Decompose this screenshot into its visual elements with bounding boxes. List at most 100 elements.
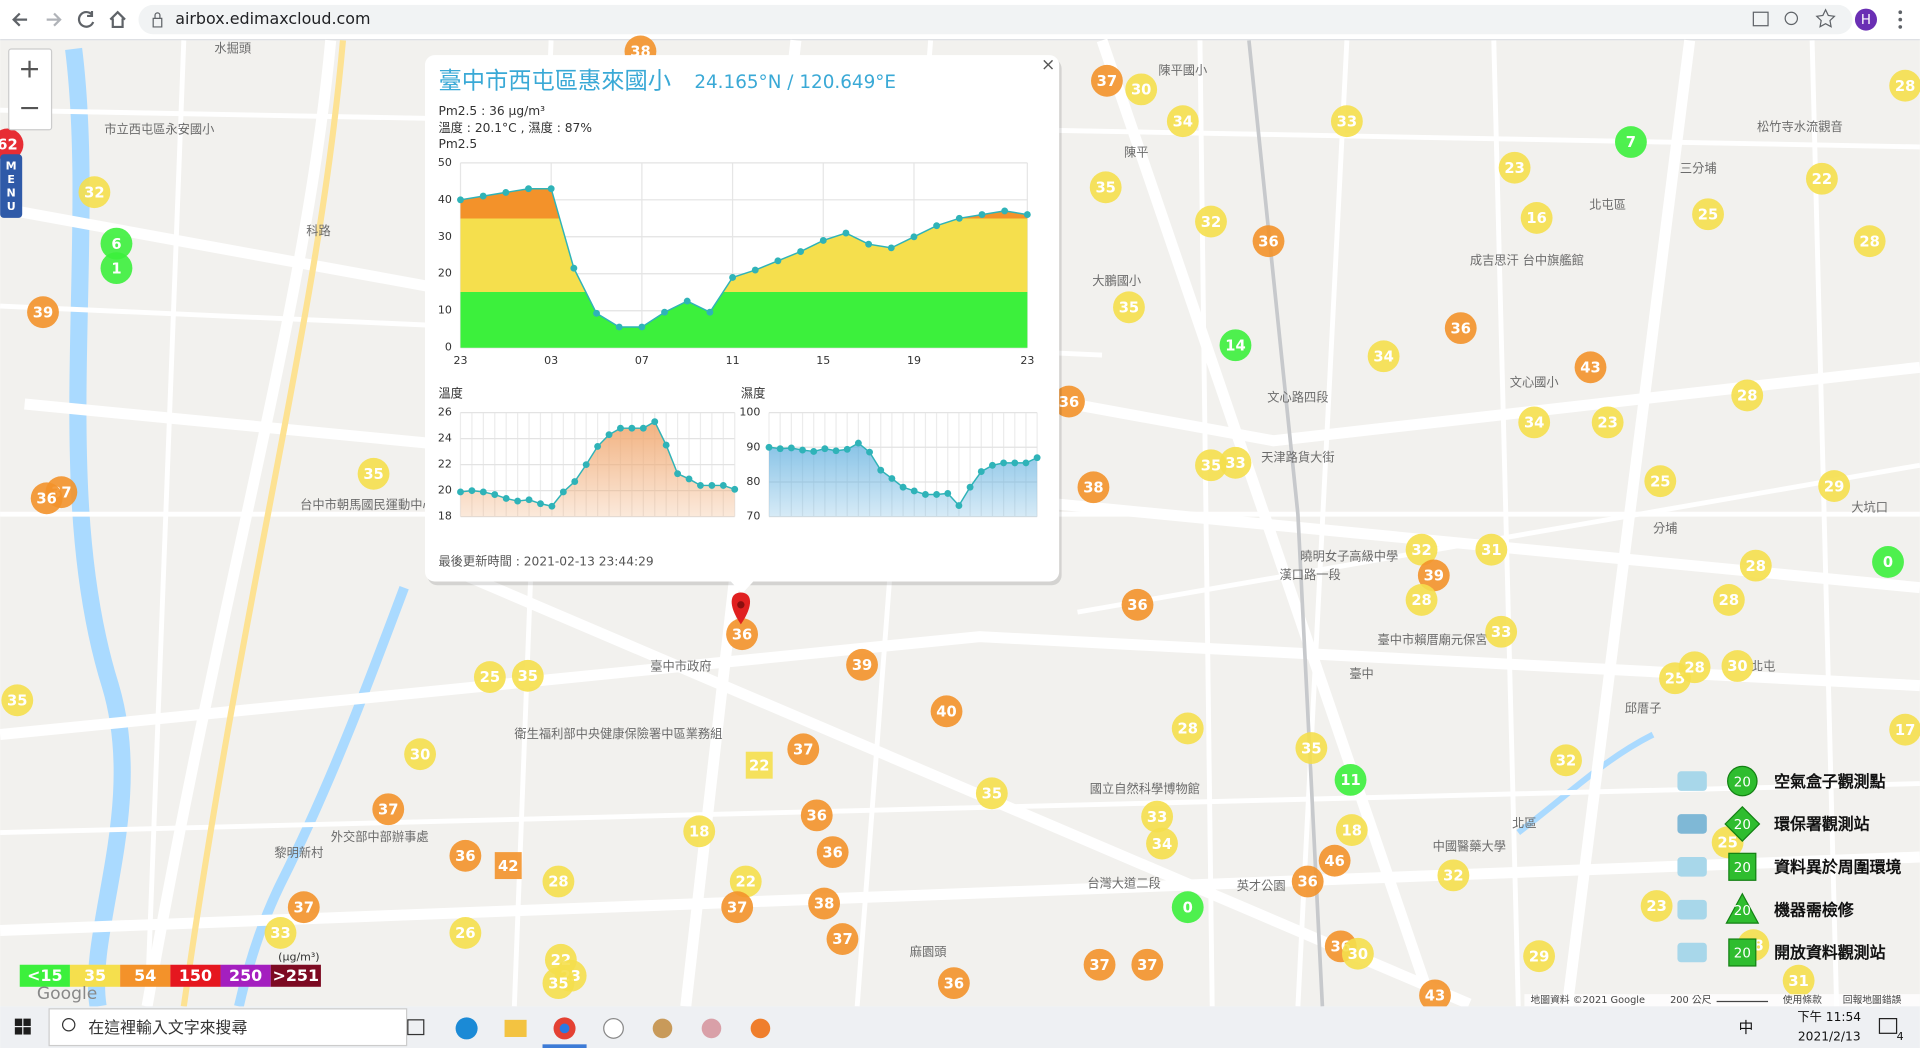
forward-button[interactable]: [46, 12, 62, 27]
airbox-marker[interactable]: [816, 836, 849, 869]
airbox-marker[interactable]: [1091, 64, 1123, 97]
airbox-marker[interactable]: [1252, 225, 1285, 258]
profile-avatar[interactable]: [1854, 8, 1877, 31]
airbox-marker[interactable]: [1171, 712, 1204, 745]
airbox-marker[interactable]: [287, 891, 320, 924]
airbox-marker[interactable]: [721, 891, 754, 924]
airbox-marker[interactable]: [0, 128, 24, 161]
airbox-marker[interactable]: [473, 661, 506, 693]
airbox-marker[interactable]: [1053, 385, 1085, 418]
airbox-marker[interactable]: [1818, 470, 1851, 502]
airbox-marker[interactable]: [1113, 291, 1145, 324]
airbox-marker[interactable]: [542, 967, 575, 1000]
menu-dot[interactable]: [1898, 17, 1903, 22]
airbox-marker[interactable]: [800, 799, 833, 832]
station-marker[interactable]: [745, 751, 773, 779]
airbox-marker[interactable]: [100, 227, 133, 260]
airbox-marker[interactable]: [683, 815, 716, 848]
menu-letter[interactable]: U: [7, 200, 16, 213]
start-button[interactable]: [14, 1018, 31, 1035]
airbox-marker[interactable]: [1721, 650, 1754, 682]
airbox-marker[interactable]: [1853, 225, 1886, 258]
airbox-marker[interactable]: [1640, 890, 1673, 922]
airbox-marker[interactable]: [1444, 312, 1477, 345]
airbox-marker[interactable]: [846, 648, 878, 681]
menu-tab[interactable]: [0, 154, 23, 218]
airbox-marker[interactable]: [1367, 340, 1400, 373]
address-bar[interactable]: [138, 4, 1853, 35]
translate-icon[interactable]: [1752, 11, 1769, 27]
menu-dot[interactable]: [1898, 25, 1903, 29]
airbox-marker[interactable]: [1550, 744, 1582, 777]
edge-icon[interactable]: [455, 1017, 478, 1040]
airbox-marker[interactable]: [1089, 171, 1122, 204]
airbox-marker[interactable]: [1518, 406, 1551, 439]
airbox-marker[interactable]: [1131, 948, 1164, 981]
app-icon[interactable]: [603, 1018, 624, 1039]
airbox-marker[interactable]: [78, 176, 111, 209]
airbox-marker[interactable]: [1341, 937, 1374, 970]
reload-button[interactable]: [77, 10, 95, 28]
airbox-marker[interactable]: [1146, 827, 1178, 860]
airbox-marker[interactable]: [1591, 406, 1624, 439]
zoom-out[interactable]: −: [18, 92, 41, 123]
app-icon[interactable]: [701, 1018, 722, 1039]
airbox-marker[interactable]: [1295, 732, 1328, 764]
airbox-marker[interactable]: [1330, 105, 1363, 138]
airbox-marker[interactable]: [1739, 549, 1772, 582]
airbox-marker[interactable]: [1219, 329, 1252, 362]
airbox-marker[interactable]: [1077, 471, 1110, 504]
airbox-marker[interactable]: [1498, 151, 1531, 184]
popup-close[interactable]: ×: [1041, 55, 1055, 75]
airbox-marker[interactable]: [937, 967, 970, 1000]
airbox-marker[interactable]: [1485, 615, 1518, 648]
airbox-marker[interactable]: [1889, 69, 1920, 102]
menu-letter[interactable]: M: [6, 160, 17, 173]
back-button[interactable]: [12, 12, 28, 27]
airbox-marker[interactable]: [1318, 844, 1351, 877]
airbox-marker[interactable]: [1805, 162, 1838, 195]
airbox-marker[interactable]: [729, 865, 762, 898]
airbox-marker[interactable]: [449, 917, 482, 949]
airbox-marker[interactable]: [1417, 559, 1450, 592]
report-link[interactable]: 回報地圖錯誤: [1843, 993, 1902, 1006]
airbox-marker[interactable]: [1195, 205, 1227, 238]
airbox-marker[interactable]: [975, 777, 1008, 810]
airbox-marker[interactable]: [1083, 948, 1116, 981]
airbox-marker[interactable]: [1141, 800, 1174, 833]
menu-dot[interactable]: [1898, 10, 1903, 15]
airbox-marker[interactable]: [542, 865, 575, 898]
airbox-marker[interactable]: [1291, 865, 1324, 898]
airbox-marker[interactable]: [1405, 583, 1438, 616]
airbox-marker[interactable]: [1889, 713, 1920, 746]
airbox-marker[interactable]: [1125, 73, 1158, 106]
airbox-marker[interactable]: [1520, 202, 1553, 234]
station-marker[interactable]: [494, 852, 522, 880]
airbox-marker[interactable]: [1334, 763, 1367, 796]
airbox-marker[interactable]: [1523, 940, 1556, 973]
notification-icon[interactable]: [1878, 1018, 1898, 1034]
airbox-marker[interactable]: [930, 695, 963, 728]
app-icon[interactable]: [652, 1018, 673, 1039]
airbox-marker[interactable]: [1171, 891, 1204, 924]
menu-letter[interactable]: N: [7, 186, 16, 199]
airbox-marker[interactable]: [1872, 546, 1904, 578]
airbox-marker[interactable]: [1219, 446, 1252, 479]
airbox-marker[interactable]: [787, 733, 820, 766]
bookmark-icon[interactable]: [1815, 8, 1836, 28]
app-icon[interactable]: [750, 1018, 771, 1039]
airbox-marker[interactable]: [404, 738, 436, 771]
airbox-marker[interactable]: [1335, 814, 1368, 846]
airbox-marker[interactable]: [1195, 449, 1227, 482]
airbox-marker[interactable]: [1475, 533, 1508, 566]
airbox-marker[interactable]: [1731, 379, 1764, 412]
airbox-marker[interactable]: [1574, 351, 1607, 384]
airbox-marker[interactable]: [1, 684, 34, 717]
airbox-marker[interactable]: [826, 923, 859, 955]
airbox-marker[interactable]: [1121, 588, 1154, 621]
ime-indicator[interactable]: 中: [1739, 1019, 1754, 1036]
clock-date[interactable]: 2021/2/13: [1798, 1029, 1861, 1043]
airbox-marker[interactable]: [1615, 126, 1647, 158]
airbox-marker[interactable]: [1712, 583, 1745, 616]
